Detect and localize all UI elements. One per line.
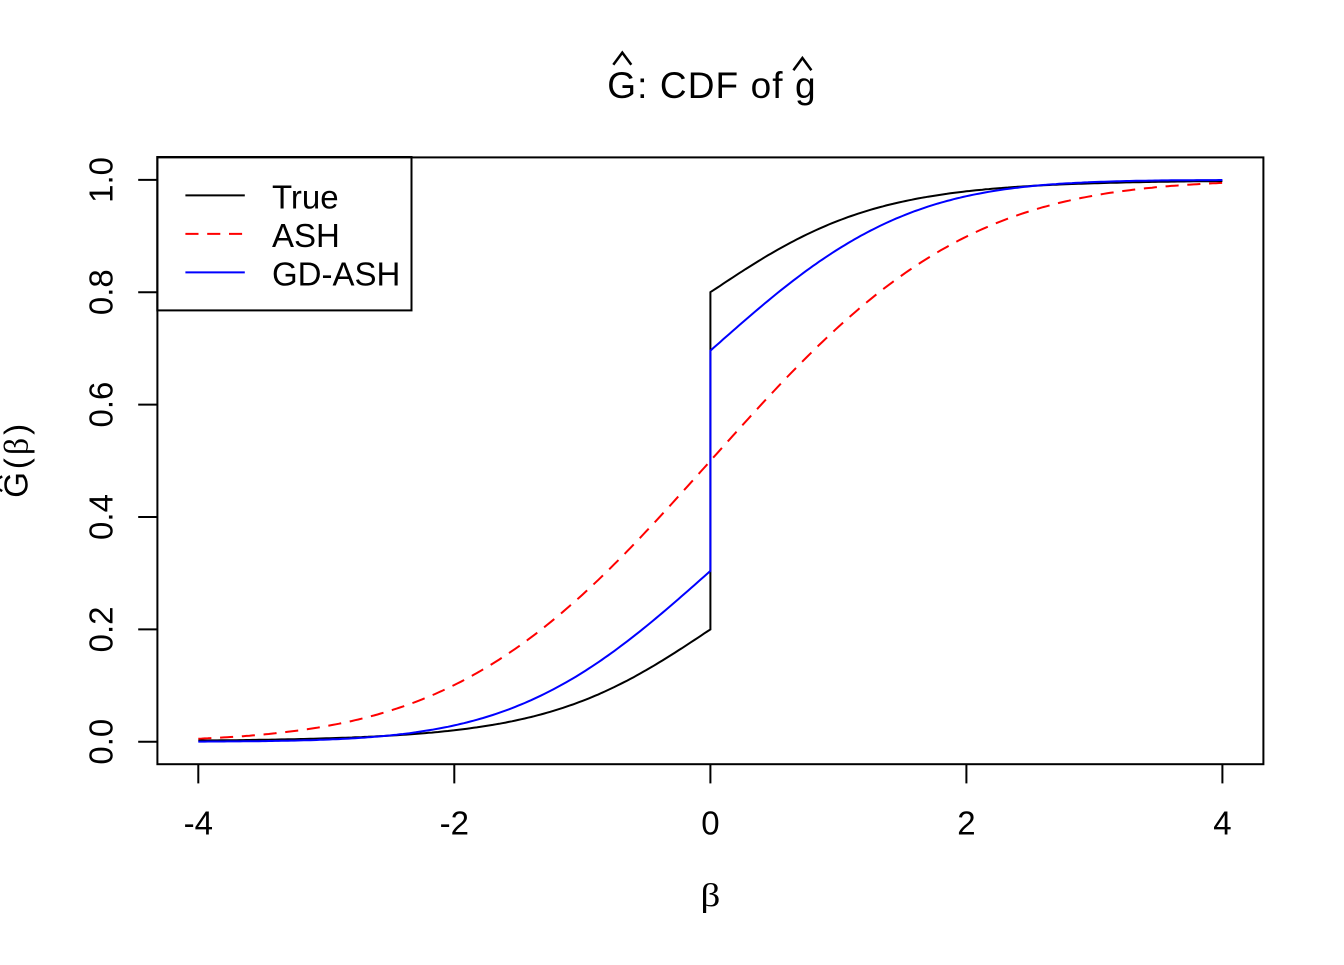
svg-text:1.0: 1.0 [83, 157, 120, 203]
svg-text:G(β): G(β) [0, 424, 36, 498]
svg-text:-2: -2 [440, 805, 469, 842]
svg-text:2: 2 [957, 805, 975, 842]
svg-text:β: β [700, 877, 720, 914]
svg-text:0.0: 0.0 [83, 719, 120, 765]
svg-text:-4: -4 [184, 805, 213, 842]
svg-text:4: 4 [1213, 805, 1231, 842]
svg-text:GD-ASH: GD-ASH [272, 255, 400, 292]
svg-text:0.8: 0.8 [83, 269, 120, 315]
svg-text:ASH: ASH [272, 217, 340, 254]
svg-text:0.6: 0.6 [83, 382, 120, 428]
svg-text:0: 0 [701, 805, 719, 842]
svg-text:0.4: 0.4 [83, 494, 120, 540]
svg-text:0.2: 0.2 [83, 606, 120, 652]
svg-text:True: True [272, 178, 339, 215]
svg-text:G: CDF of g: G: CDF of g [607, 65, 816, 106]
